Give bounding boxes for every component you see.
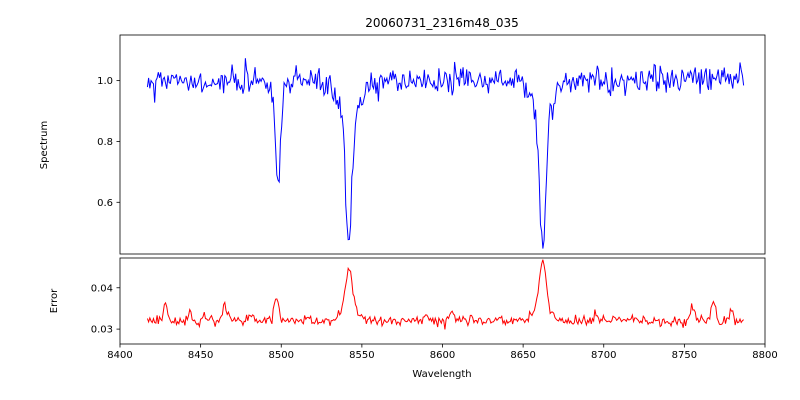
error-y-tick-label: 0.04	[91, 283, 113, 294]
x-axis-label: Wavelength	[412, 369, 471, 380]
x-tick-label: 8500	[269, 350, 294, 361]
spectrum-y-axis-label: Spectrum	[39, 121, 50, 169]
x-tick-label: 8550	[349, 350, 374, 361]
error-y-tick-label: 0.03	[91, 325, 113, 336]
x-tick-label: 8450	[188, 350, 213, 361]
error-panel-frame	[119, 257, 766, 345]
plot-title: 20060731_2316m48_035	[365, 16, 518, 30]
spectrum-line	[146, 58, 745, 249]
x-tick-label: 8700	[591, 350, 616, 361]
x-tick-label: 8400	[107, 350, 132, 361]
x-tick-label: 8650	[510, 350, 535, 361]
spectrum-y-tick-label: 1.0	[97, 76, 113, 87]
error-line	[146, 259, 744, 330]
error-y-axis-label: Error	[49, 288, 60, 313]
spectrum-y-tick-label: 0.8	[97, 137, 113, 148]
spectrum-panel-frame	[119, 34, 766, 255]
x-tick-label: 8600	[430, 350, 455, 361]
x-tick-label: 8750	[672, 350, 697, 361]
chart-layer: 0.6 0.8 1.0 0.03 0.04 8400 8450 8500 8550 8600 865…	[91, 34, 778, 361]
spectrum-y-tick-label: 0.6	[97, 198, 113, 209]
x-tick-label: 8800	[752, 350, 777, 361]
